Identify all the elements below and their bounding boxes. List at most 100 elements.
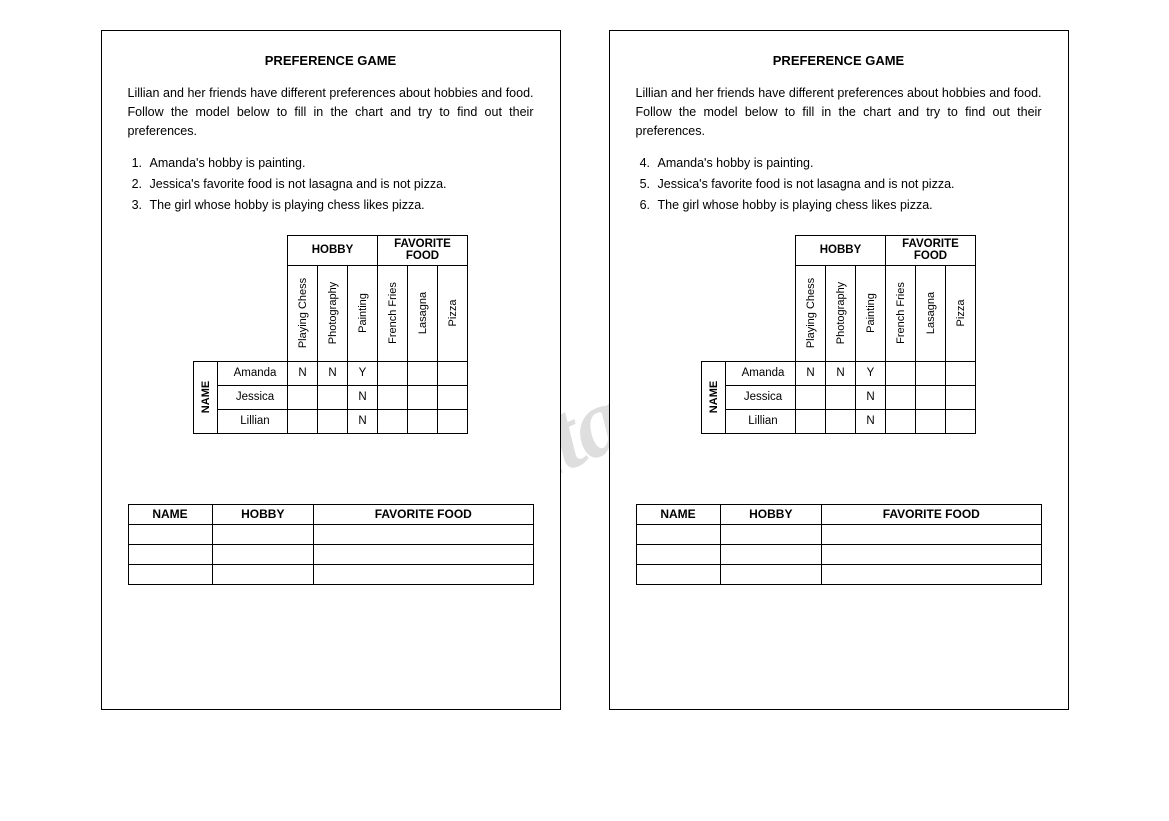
answer-cell[interactable] [720,544,822,564]
grid-cell[interactable]: N [348,409,378,433]
grid-cell[interactable] [408,385,438,409]
group-header-hobby: HOBBY [796,235,886,265]
answer-header: HOBBY [720,504,822,524]
grid-cell[interactable] [438,385,468,409]
card-title: PREFERENCE GAME [636,53,1042,68]
card-intro: Lillian and her friends have different p… [636,84,1042,140]
answer-cell[interactable] [636,524,720,544]
answer-cell[interactable] [314,564,533,584]
answer-cell[interactable] [720,564,822,584]
col-header: Photography [826,265,856,361]
row-name: Amanda [726,361,796,385]
grid-cell[interactable] [946,409,976,433]
clue-item: The girl whose hobby is playing chess li… [146,196,534,215]
answer-cell[interactable] [314,524,533,544]
group-header-food: FAVORITE FOOD [886,235,976,265]
grid-cell[interactable] [378,385,408,409]
clue-item: Amanda's hobby is painting. [654,154,1042,173]
grid-cell[interactable]: N [856,385,886,409]
col-header: Lasagna [408,265,438,361]
grid-cell[interactable] [318,385,348,409]
group-header-hobby: HOBBY [288,235,378,265]
answer-cell[interactable] [128,544,212,564]
grid-cell[interactable]: N [796,361,826,385]
side-header-name: NAME [702,361,726,433]
col-header: Painting [856,265,886,361]
clue-item: Jessica's favorite food is not lasagna a… [146,175,534,194]
answer-cell[interactable] [314,544,533,564]
grid-cell[interactable] [288,409,318,433]
grid-cell[interactable] [916,385,946,409]
grid-cell[interactable]: N [826,361,856,385]
grid-cell[interactable] [408,361,438,385]
clue-item: Jessica's favorite food is not lasagna a… [654,175,1042,194]
card-intro: Lillian and her friends have different p… [128,84,534,140]
row-name: Lillian [218,409,288,433]
grid-cell[interactable] [886,361,916,385]
grid-cell[interactable] [886,409,916,433]
grid-cell[interactable] [378,409,408,433]
grid-cell[interactable] [288,385,318,409]
row-name: Jessica [726,385,796,409]
side-header-name: NAME [194,361,218,433]
page-wrap: PREFERENCE GAME Lillian and her friends … [0,0,1169,740]
answer-header: FAVORITE FOOD [822,504,1041,524]
col-header: Pizza [946,265,976,361]
grid-cell[interactable] [886,385,916,409]
clue-item: Amanda's hobby is painting. [146,154,534,173]
row-name: Amanda [218,361,288,385]
answer-cell[interactable] [212,524,314,544]
col-header: Playing Chess [288,265,318,361]
card-title: PREFERENCE GAME [128,53,534,68]
worksheet-card-right: PREFERENCE GAME Lillian and her friends … [609,30,1069,710]
logic-grid: HOBBY FAVORITE FOOD Playing Chess Photog… [193,235,468,434]
answer-cell[interactable] [212,544,314,564]
answer-cell[interactable] [822,524,1041,544]
grid-cell[interactable]: Y [856,361,886,385]
answer-header: NAME [128,504,212,524]
col-header: Photography [318,265,348,361]
col-header: Pizza [438,265,468,361]
grid-cell[interactable]: N [856,409,886,433]
col-header: French Fries [378,265,408,361]
grid-cell[interactable]: N [318,361,348,385]
grid-cell[interactable] [916,361,946,385]
grid-cell[interactable] [408,409,438,433]
grid-cell[interactable] [318,409,348,433]
grid-cell[interactable]: N [348,385,378,409]
grid-cell[interactable] [946,385,976,409]
answer-cell[interactable] [822,564,1041,584]
clue-list: Amanda's hobby is painting. Jessica's fa… [146,154,534,214]
logic-grid: HOBBY FAVORITE FOOD Playing Chess Photog… [701,235,976,434]
col-header: Lasagna [916,265,946,361]
answer-header: HOBBY [212,504,314,524]
col-header: Painting [348,265,378,361]
grid-cell[interactable] [946,361,976,385]
clue-list: Amanda's hobby is painting. Jessica's fa… [654,154,1042,214]
grid-cell[interactable]: N [288,361,318,385]
grid-cell[interactable] [378,361,408,385]
grid-cell[interactable] [796,385,826,409]
grid-cell[interactable] [826,409,856,433]
answer-cell[interactable] [720,524,822,544]
grid-cell[interactable]: Y [348,361,378,385]
answer-cell[interactable] [636,544,720,564]
col-header: Playing Chess [796,265,826,361]
answer-header: FAVORITE FOOD [314,504,533,524]
answer-table: NAME HOBBY FAVORITE FOOD [128,504,534,585]
answer-cell[interactable] [212,564,314,584]
grid-cell[interactable] [796,409,826,433]
worksheet-card-left: PREFERENCE GAME Lillian and her friends … [101,30,561,710]
grid-cell[interactable] [438,361,468,385]
answer-cell[interactable] [128,524,212,544]
row-name: Lillian [726,409,796,433]
grid-cell[interactable] [916,409,946,433]
answer-cell[interactable] [822,544,1041,564]
col-header: French Fries [886,265,916,361]
group-header-food: FAVORITE FOOD [378,235,468,265]
answer-cell[interactable] [128,564,212,584]
grid-cell[interactable] [826,385,856,409]
answer-table: NAME HOBBY FAVORITE FOOD [636,504,1042,585]
answer-cell[interactable] [636,564,720,584]
grid-cell[interactable] [438,409,468,433]
